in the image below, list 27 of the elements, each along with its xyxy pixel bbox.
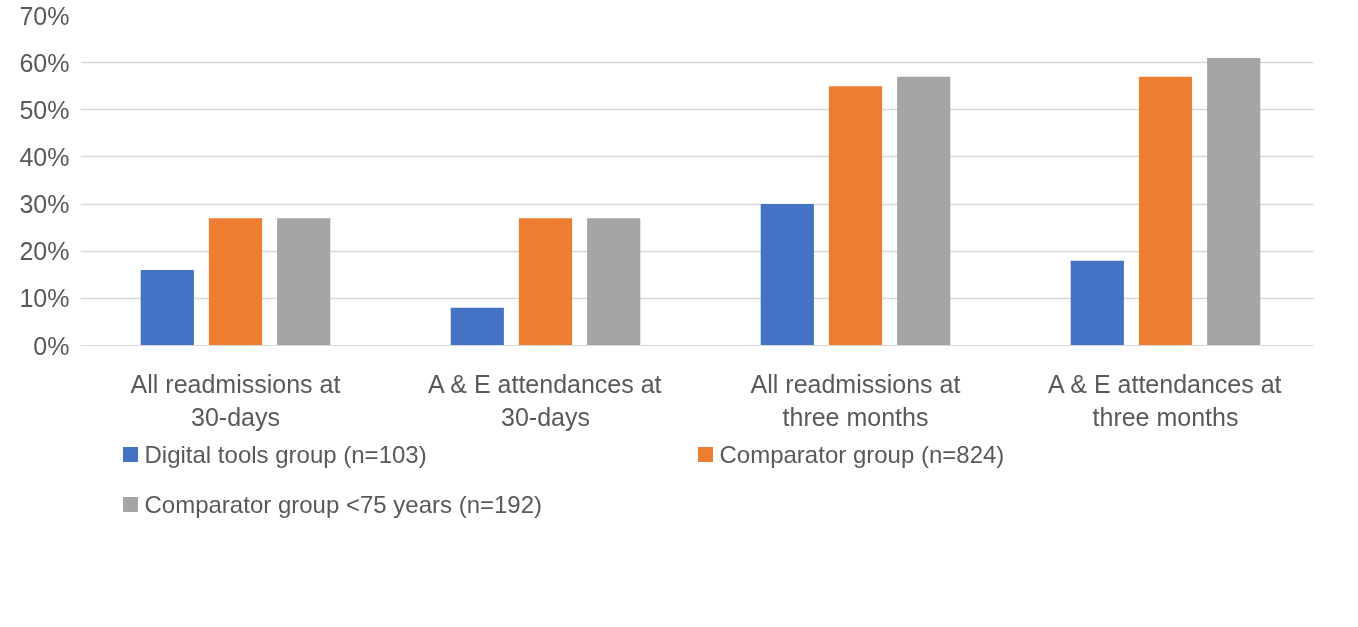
y-tick-label: 40%	[19, 142, 70, 171]
legend-label: Comparator group (n=824)	[719, 441, 1005, 468]
bar	[587, 218, 641, 346]
y-tick-label: 60%	[19, 48, 70, 77]
bar	[140, 270, 194, 346]
y-tick-label: 30%	[19, 190, 70, 219]
bar	[760, 204, 814, 346]
bar	[277, 218, 331, 346]
legend-label: Comparator group <75 years (n=192)	[144, 491, 543, 518]
bar	[1138, 76, 1193, 346]
bar	[897, 76, 951, 346]
x-tick-label: All readmissions at 30-days	[130, 369, 341, 432]
bar	[1207, 57, 1261, 346]
bar	[518, 218, 573, 346]
bar	[1070, 260, 1124, 346]
y-tick-label: 0%	[33, 331, 70, 360]
bar	[450, 307, 504, 346]
y-tick-label: 20%	[19, 237, 70, 266]
x-tick-label: A & E attendances at three months	[1048, 369, 1282, 432]
bar	[208, 218, 263, 346]
legend-label: Digital tools group (n=103)	[144, 441, 427, 468]
x-tick-label: All readmissions at three months	[750, 369, 961, 432]
y-tick-label: 50%	[19, 95, 70, 124]
x-tick-label: A & E attendances at 30-days	[428, 369, 662, 432]
y-tick-label: 70%	[19, 1, 70, 30]
bar	[828, 86, 883, 346]
y-tick-label: 10%	[19, 284, 70, 313]
